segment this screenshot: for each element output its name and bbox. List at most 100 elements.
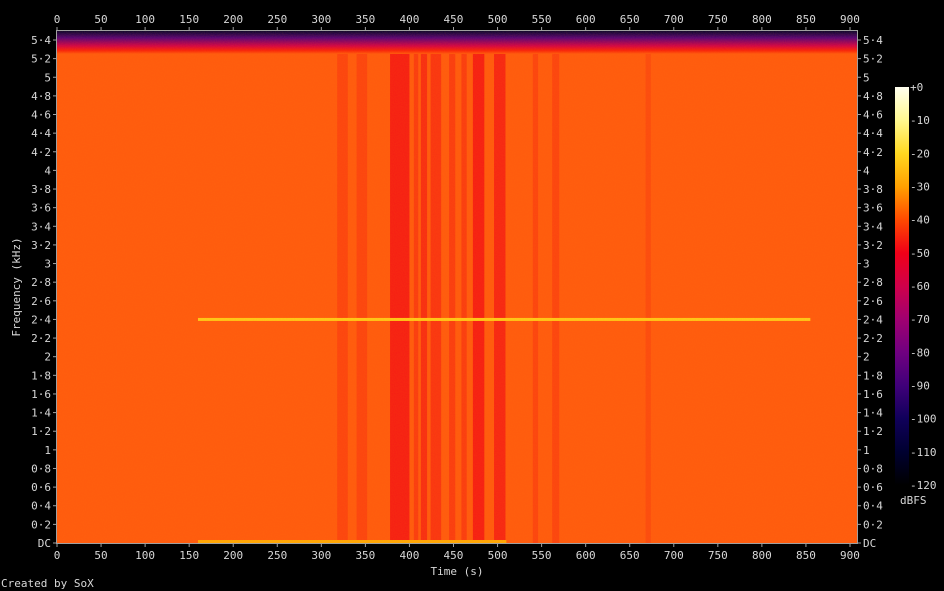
y-tick-label-left: 4·2 [31, 146, 51, 159]
y-axis-title: Frequency (kHz) [10, 237, 23, 336]
y-tick-label-right: 3·6 [863, 202, 883, 215]
x-tick-label-bottom: 500 [488, 549, 508, 562]
x-tick-label-top: 0 [54, 13, 61, 26]
x-tick-label-bottom: 50 [94, 549, 107, 562]
x-tick-label-top: 450 [444, 13, 464, 26]
y-tick-label-left: 3·4 [31, 220, 51, 233]
colorbar-tick-label: -100 [910, 413, 937, 426]
y-tick-label-left: 1·2 [31, 425, 51, 438]
y-tick-label-left: 4·4 [31, 127, 51, 140]
y-tick-label-left: 1 [44, 444, 51, 457]
y-tick-label-left: DC [38, 537, 51, 550]
y-tick-label-left: 3 [44, 258, 51, 271]
x-tick-label-top: 500 [488, 13, 508, 26]
y-tick-label-left: 0·4 [31, 500, 51, 513]
x-axis-title: Time (s) [431, 565, 484, 578]
y-tick-label-left: 4·6 [31, 109, 51, 122]
x-tick-label-top: 650 [620, 13, 640, 26]
noise-texture [57, 31, 857, 543]
x-tick-label-bottom: 300 [311, 549, 331, 562]
y-tick-label-right: 4·4 [863, 127, 883, 140]
x-tick-label-top: 150 [179, 13, 199, 26]
y-tick-label-left: 4·8 [31, 90, 51, 103]
colorbar-tick-label: -90 [910, 380, 930, 393]
y-tick-label-right: 2·6 [863, 295, 883, 308]
y-tick-label-right: 5·4 [863, 34, 883, 47]
colorbar-tick-label: -70 [910, 313, 930, 326]
plot-area [57, 31, 857, 543]
y-tick-label-left: 1·6 [31, 388, 51, 401]
y-tick-label-left: 2·4 [31, 313, 51, 326]
y-tick-label-right: 0·8 [863, 462, 883, 475]
x-tick-label-top: 900 [840, 13, 860, 26]
x-tick-label-top: 700 [664, 13, 684, 26]
x-tick-label-bottom: 200 [223, 549, 243, 562]
y-tick-label-right: 4·8 [863, 90, 883, 103]
y-tick-label-left: 0·2 [31, 518, 51, 531]
x-tick-label-top: 750 [708, 13, 728, 26]
x-tick-label-top: 250 [267, 13, 287, 26]
colorbar-tick-label: +0 [910, 81, 923, 94]
y-tick-label-left: 3·2 [31, 239, 51, 252]
x-tick-label-bottom: 450 [444, 549, 464, 562]
x-tick-label-bottom: 700 [664, 549, 684, 562]
y-tick-label-left: 4 [44, 164, 51, 177]
x-tick-label-bottom: 350 [355, 549, 375, 562]
y-tick-label-right: 2·8 [863, 276, 883, 289]
y-tick-label-left: 3·6 [31, 202, 51, 215]
y-tick-label-right: 1 [863, 444, 870, 457]
y-tick-label-right: 3·4 [863, 220, 883, 233]
y-tick-label-left: 1·8 [31, 369, 51, 382]
y-tick-label-left: 5·2 [31, 53, 51, 66]
y-tick-label-right: 3·8 [863, 183, 883, 196]
colorbar-tick-label: -10 [910, 114, 930, 127]
y-tick-label-left: 2·8 [31, 276, 51, 289]
x-tick-label-bottom: 900 [840, 549, 860, 562]
x-tick-label-top: 400 [400, 13, 420, 26]
y-tick-label-right: 0·6 [863, 481, 883, 494]
colorbar-tick-label: -110 [910, 446, 937, 459]
y-tick-label-right: 5 [863, 71, 870, 84]
x-tick-label-bottom: 550 [532, 549, 552, 562]
y-tick-label-left: 0·6 [31, 481, 51, 494]
x-tick-label-top: 200 [223, 13, 243, 26]
footer-credit: Created by SoX [1, 577, 94, 590]
x-tick-label-top: 550 [532, 13, 552, 26]
y-tick-label-right: 5·2 [863, 53, 883, 66]
x-tick-label-bottom: 800 [752, 549, 772, 562]
colorbar-label: dBFS [900, 494, 927, 507]
y-tick-label-left: 5 [44, 71, 51, 84]
y-tick-label-right: 4 [863, 164, 870, 177]
colorbar-tick-label: -50 [910, 247, 930, 260]
colorbar-tick-label: -60 [910, 280, 930, 293]
x-tick-label-bottom: 250 [267, 549, 287, 562]
colorbar-tick-label: -120 [910, 479, 937, 492]
colorbar-tick-label: -40 [910, 214, 930, 227]
y-tick-label-left: 2·2 [31, 332, 51, 345]
colorbar [895, 87, 909, 485]
y-tick-label-right: 0·2 [863, 518, 883, 531]
y-tick-label-left: 1·4 [31, 407, 51, 420]
x-tick-label-top: 50 [94, 13, 107, 26]
y-tick-label-right: 4·6 [863, 109, 883, 122]
y-tick-label-right: 3·2 [863, 239, 883, 252]
x-tick-label-bottom: 850 [796, 549, 816, 562]
y-tick-label-right: 2·4 [863, 313, 883, 326]
y-tick-label-right: 4·2 [863, 146, 883, 159]
x-tick-label-top: 800 [752, 13, 772, 26]
colorbar-tick-label: -20 [910, 147, 930, 160]
x-tick-label-top: 600 [576, 13, 596, 26]
y-tick-label-left: 5·4 [31, 34, 51, 47]
x-tick-label-bottom: 650 [620, 549, 640, 562]
x-tick-label-top: 850 [796, 13, 816, 26]
x-tick-label-bottom: 100 [135, 549, 155, 562]
y-tick-label-left: 3·8 [31, 183, 51, 196]
y-tick-label-left: 0·8 [31, 462, 51, 475]
y-tick-label-right: 1·4 [863, 407, 883, 420]
x-tick-label-bottom: 400 [400, 549, 420, 562]
y-tick-label-right: 1·6 [863, 388, 883, 401]
y-tick-label-left: 2 [44, 351, 51, 364]
x-tick-label-bottom: 0 [54, 549, 61, 562]
x-tick-label-top: 100 [135, 13, 155, 26]
colorbar-ticks: +0 -10 -20 -30 -40 -50 -60 -70 -80 -90 -100 -110 -12… [910, 81, 937, 492]
